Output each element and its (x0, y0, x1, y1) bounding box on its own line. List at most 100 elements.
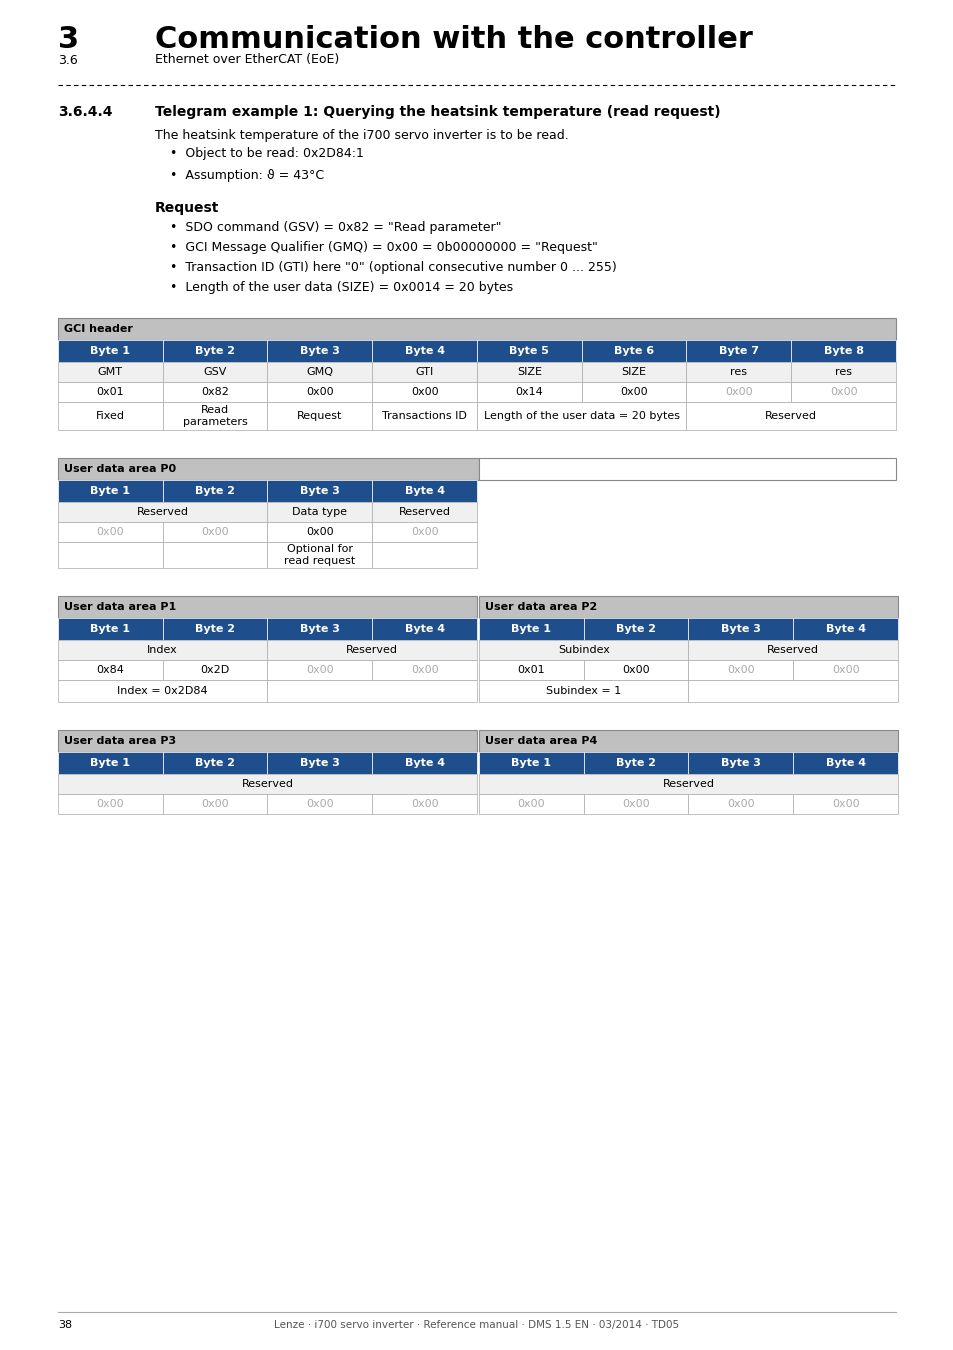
FancyBboxPatch shape (686, 402, 895, 431)
Text: Request: Request (154, 201, 219, 215)
FancyBboxPatch shape (267, 481, 372, 502)
FancyBboxPatch shape (58, 752, 163, 774)
Text: User data area P3: User data area P3 (64, 736, 176, 747)
Text: 0x00: 0x00 (411, 666, 438, 675)
FancyBboxPatch shape (686, 382, 790, 402)
FancyBboxPatch shape (267, 362, 372, 382)
FancyBboxPatch shape (372, 618, 476, 640)
Text: Optional for
read request: Optional for read request (284, 544, 355, 566)
Text: Byte 1: Byte 1 (511, 624, 551, 634)
Text: Byte 4: Byte 4 (824, 757, 864, 768)
FancyBboxPatch shape (163, 402, 267, 431)
Text: 0x00: 0x00 (831, 666, 859, 675)
FancyBboxPatch shape (372, 794, 476, 814)
Text: User data area P4: User data area P4 (484, 736, 597, 747)
Text: Byte 1: Byte 1 (91, 486, 131, 495)
FancyBboxPatch shape (478, 774, 897, 794)
FancyBboxPatch shape (267, 752, 372, 774)
FancyBboxPatch shape (581, 362, 686, 382)
Text: Reserved: Reserved (661, 779, 714, 788)
FancyBboxPatch shape (58, 502, 267, 522)
Text: Reserved: Reserved (764, 410, 817, 421)
FancyBboxPatch shape (267, 794, 372, 814)
Text: 0x00: 0x00 (96, 799, 124, 809)
Text: 3.6.4.4: 3.6.4.4 (58, 105, 112, 119)
FancyBboxPatch shape (58, 458, 478, 481)
Text: GMT: GMT (98, 367, 123, 377)
Text: res: res (730, 367, 746, 377)
FancyBboxPatch shape (58, 481, 163, 502)
FancyBboxPatch shape (267, 402, 372, 431)
FancyBboxPatch shape (58, 382, 163, 402)
Text: Byte 6: Byte 6 (614, 346, 654, 356)
FancyBboxPatch shape (478, 752, 583, 774)
Text: •  Object to be read: 0x2D84:1: • Object to be read: 0x2D84:1 (170, 147, 363, 161)
Text: Byte 1: Byte 1 (91, 346, 131, 356)
FancyBboxPatch shape (478, 618, 583, 640)
Text: Read
parameters: Read parameters (183, 405, 247, 427)
Text: Byte 2: Byte 2 (195, 346, 234, 356)
Text: Communication with the controller: Communication with the controller (154, 26, 752, 54)
Text: User data area P0: User data area P0 (64, 464, 176, 474)
FancyBboxPatch shape (792, 752, 897, 774)
FancyBboxPatch shape (478, 660, 583, 680)
FancyBboxPatch shape (58, 595, 476, 618)
FancyBboxPatch shape (478, 730, 897, 752)
FancyBboxPatch shape (163, 481, 267, 502)
Text: 0x00: 0x00 (621, 666, 649, 675)
FancyBboxPatch shape (688, 660, 792, 680)
FancyBboxPatch shape (688, 618, 792, 640)
FancyBboxPatch shape (163, 794, 267, 814)
Text: Byte 1: Byte 1 (91, 624, 131, 634)
Text: Byte 3: Byte 3 (299, 346, 339, 356)
Text: Reserved: Reserved (766, 645, 819, 655)
FancyBboxPatch shape (163, 340, 267, 362)
Text: Byte 3: Byte 3 (720, 757, 760, 768)
Text: 0x00: 0x00 (411, 387, 438, 397)
FancyBboxPatch shape (476, 362, 581, 382)
FancyBboxPatch shape (267, 680, 476, 702)
Text: The heatsink temperature of the i700 servo inverter is to be read.: The heatsink temperature of the i700 ser… (154, 128, 568, 142)
Text: Byte 8: Byte 8 (822, 346, 862, 356)
FancyBboxPatch shape (790, 362, 895, 382)
Text: Byte 1: Byte 1 (511, 757, 551, 768)
FancyBboxPatch shape (267, 618, 372, 640)
FancyBboxPatch shape (478, 640, 688, 660)
Text: Byte 2: Byte 2 (616, 757, 656, 768)
FancyBboxPatch shape (372, 541, 476, 568)
FancyBboxPatch shape (790, 382, 895, 402)
FancyBboxPatch shape (267, 522, 372, 541)
Text: 0x00: 0x00 (831, 799, 859, 809)
Text: 0x00: 0x00 (517, 799, 544, 809)
Text: Byte 3: Byte 3 (299, 757, 339, 768)
Text: Data type: Data type (292, 508, 347, 517)
Text: Subindex: Subindex (558, 645, 609, 655)
Text: GMQ: GMQ (306, 367, 333, 377)
FancyBboxPatch shape (58, 362, 163, 382)
FancyBboxPatch shape (372, 660, 476, 680)
FancyBboxPatch shape (267, 340, 372, 362)
FancyBboxPatch shape (58, 618, 163, 640)
Text: Byte 5: Byte 5 (509, 346, 549, 356)
Text: 3: 3 (58, 26, 79, 54)
FancyBboxPatch shape (792, 618, 897, 640)
FancyBboxPatch shape (476, 340, 581, 362)
Text: GSV: GSV (203, 367, 227, 377)
FancyBboxPatch shape (372, 340, 476, 362)
Text: •  Transaction ID (GTI) here "0" (optional consecutive number 0 ... 255): • Transaction ID (GTI) here "0" (optiona… (170, 262, 616, 274)
FancyBboxPatch shape (790, 340, 895, 362)
FancyBboxPatch shape (583, 752, 688, 774)
FancyBboxPatch shape (58, 319, 895, 340)
Text: Lenze · i700 servo inverter · Reference manual · DMS 1.5 EN · 03/2014 · TD05: Lenze · i700 servo inverter · Reference … (274, 1320, 679, 1330)
FancyBboxPatch shape (163, 752, 267, 774)
Text: Byte 4: Byte 4 (824, 624, 864, 634)
FancyBboxPatch shape (372, 522, 476, 541)
Text: 0x01: 0x01 (517, 666, 544, 675)
Text: Byte 4: Byte 4 (404, 346, 444, 356)
FancyBboxPatch shape (478, 458, 895, 481)
Text: Telegram example 1: Querying the heatsink temperature (read request): Telegram example 1: Querying the heatsin… (154, 105, 720, 119)
Text: 0x00: 0x00 (726, 799, 754, 809)
Text: 0x84: 0x84 (96, 666, 124, 675)
Text: 0x00: 0x00 (621, 799, 649, 809)
Text: Byte 3: Byte 3 (720, 624, 760, 634)
